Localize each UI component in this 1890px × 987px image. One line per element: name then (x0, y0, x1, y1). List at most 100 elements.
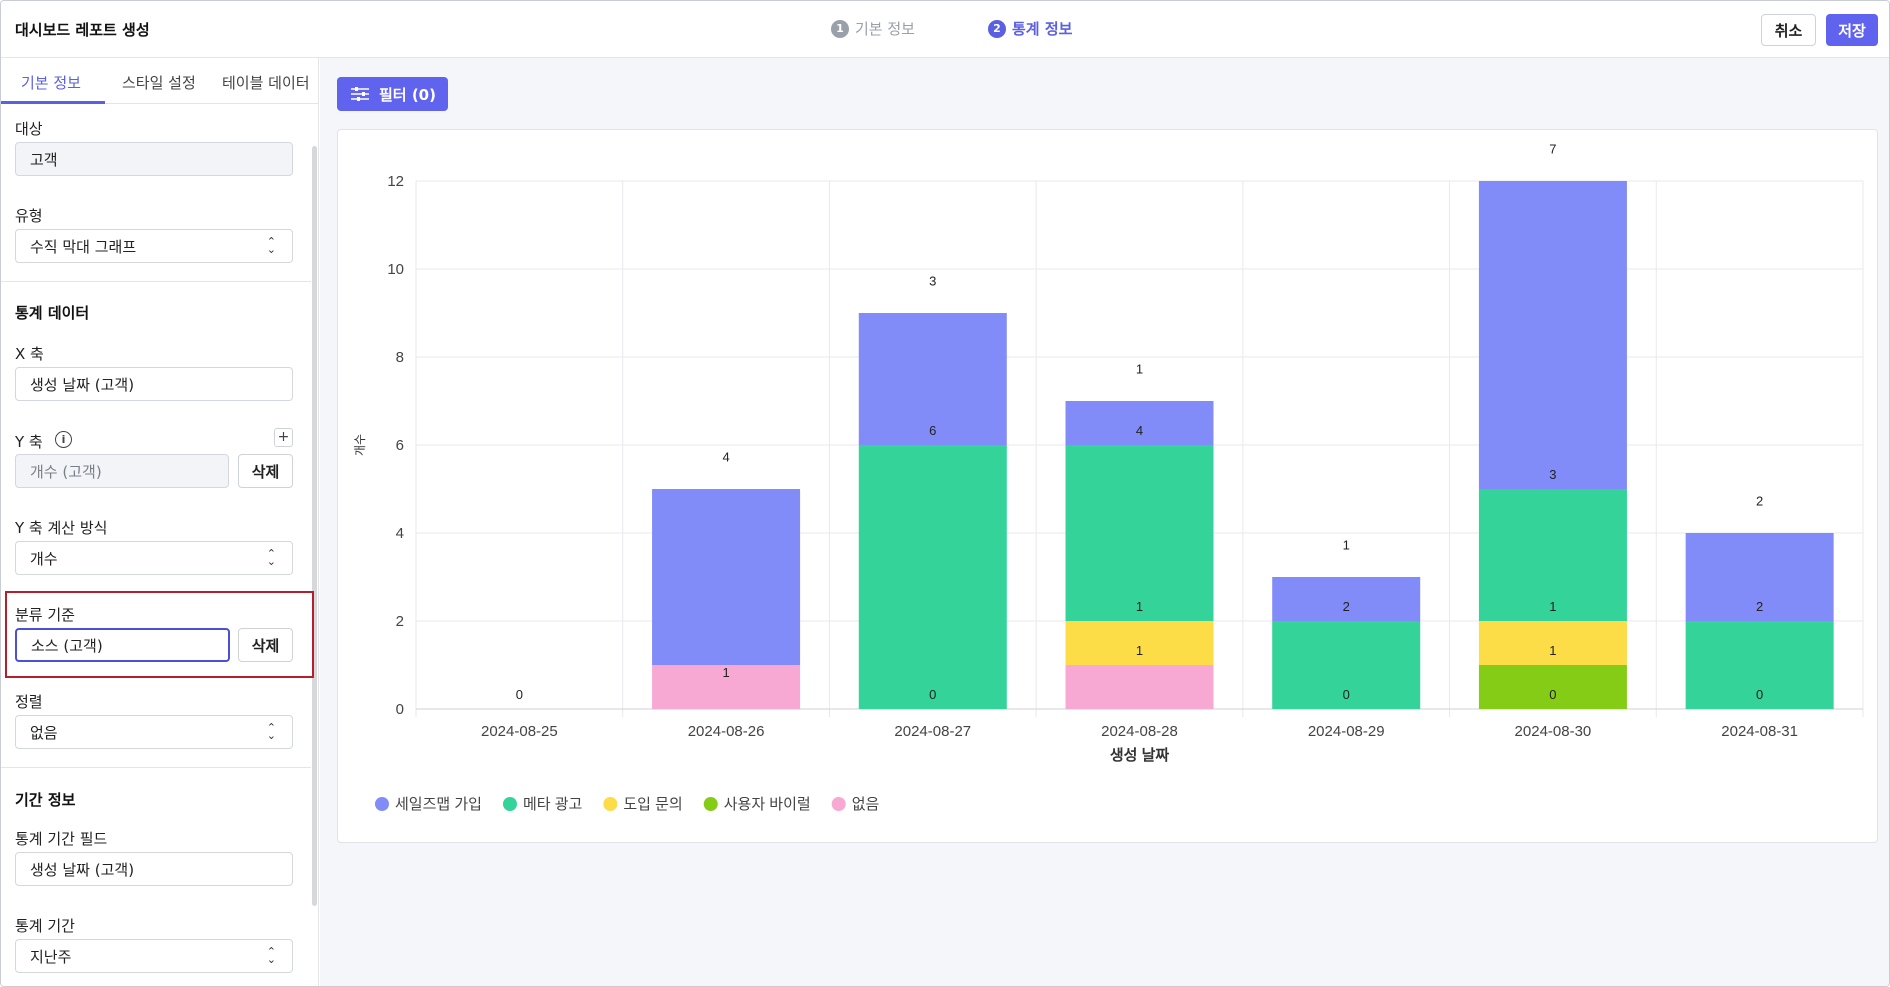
updown-chevron-icon: ⌃ ⌄ (266, 235, 276, 256)
bar-segment (1685, 621, 1834, 709)
bar-segment (1272, 577, 1421, 621)
legend-label: 도입 문의 (623, 796, 682, 813)
x-tick-label: 2024-08-30 (1515, 723, 1592, 740)
data-label: 2 (1756, 493, 1763, 508)
legend-label: 없음 (852, 796, 880, 813)
y-tick-label: 4 (396, 525, 404, 542)
sort-label: 정렬 (15, 693, 43, 711)
info-icon[interactable]: i (55, 431, 72, 448)
type-label: 유형 (15, 207, 43, 225)
type-value: 수직 막대 그래프 (30, 237, 137, 256)
y-tick-label: 12 (387, 173, 404, 190)
legend-swatch (502, 797, 517, 811)
y-axis-value: 개수 (고객) (30, 462, 102, 481)
group-by-value: 소스 (고객) (31, 636, 103, 655)
x-tick-label: 2024-08-29 (1308, 723, 1385, 740)
y-tick-label: 8 (396, 349, 404, 366)
legend-swatch (375, 797, 389, 811)
target-field: 고객 (15, 142, 293, 176)
updown-chevron-icon: ⌃ ⌄ (266, 721, 276, 742)
bar-segment (1065, 401, 1214, 445)
step-label-1: 기본 정보 (855, 20, 915, 38)
period-label: 통계 기간 (15, 917, 75, 935)
tab-basic-info[interactable]: 기본 정보 (21, 74, 81, 92)
header: 대시보드 레포트 생성 1 기본 정보 2 통계 정보 취소 저장 (1, 1, 1889, 58)
data-label: 3 (1549, 467, 1556, 482)
bar-segment (1065, 621, 1214, 665)
type-select[interactable]: 수직 막대 그래프 ⌃ ⌄ (15, 229, 293, 263)
period-select[interactable]: 지난주 ⌃ ⌄ (15, 939, 293, 973)
y-axis-field[interactable]: 개수 (고객) (15, 454, 229, 488)
x-tick-label: 2024-08-31 (1721, 723, 1798, 740)
chart-card: 0 2 4 6 8 10 12 2024-08-25 0 2024-08-26 1 4 2024-08-… (337, 129, 1878, 843)
period-value: 지난주 (30, 947, 72, 966)
cancel-button[interactable]: 취소 (1761, 14, 1816, 46)
bar-segment (652, 665, 801, 709)
y-calc-label: Y 축 계산 방식 (15, 519, 108, 537)
y-tick-label: 2 (396, 613, 404, 630)
data-label: 7 (1549, 141, 1556, 156)
bar-segment (858, 313, 1007, 445)
legend-label: 사용자 바이럴 (724, 796, 811, 813)
step-basic-info[interactable]: 1 기본 정보 (831, 18, 915, 39)
x-tick-label: 2024-08-26 (688, 723, 765, 740)
sort-select[interactable]: 없음 ⌃ ⌄ (15, 715, 293, 749)
bar-segment (1272, 621, 1421, 709)
x-tick-label: 2024-08-25 (481, 723, 558, 740)
period-field-input[interactable]: 생성 날짜 (고객) (15, 852, 293, 886)
y-calc-select[interactable]: 개수 ⌃ ⌄ (15, 541, 293, 575)
data-label: 1 (1549, 599, 1556, 614)
settings-sidebar: 기본 정보 스타일 설정 테이블 데이터 (1, 58, 319, 986)
data-label: 1 (1136, 643, 1143, 658)
data-label: 0 (929, 687, 936, 702)
x-axis-field[interactable]: 생성 날짜 (고객) (15, 367, 293, 401)
x-axis-title: 생성 날짜 (1110, 746, 1170, 764)
legend-swatch (831, 797, 846, 811)
tab-table-data[interactable]: 테이블 데이터 (222, 74, 310, 92)
data-label: 2 (1343, 599, 1350, 614)
data-label: 1 (1343, 537, 1350, 552)
legend-swatch (703, 797, 718, 811)
tab-style-settings[interactable]: 스타일 설정 (122, 74, 196, 92)
sidebar-scrollbar[interactable] (312, 146, 317, 906)
legend-label: 세일즈맵 가입 (395, 796, 482, 813)
group-by-label: 분류 기준 (15, 606, 75, 624)
y-calc-value: 개수 (30, 549, 58, 568)
period-section-title: 기간 정보 (15, 791, 76, 809)
bar-segment (1685, 533, 1834, 621)
add-y-axis-button[interactable]: + (274, 428, 293, 447)
divider (1, 767, 311, 768)
data-label: 4 (722, 449, 729, 464)
x-tick-label: 2024-08-28 (1101, 723, 1178, 740)
legend-swatch (603, 797, 618, 811)
updown-chevron-icon: ⌃ ⌄ (266, 547, 276, 568)
group-by-field[interactable]: 소스 (고객) (15, 628, 230, 662)
step-number-1: 1 (831, 19, 849, 38)
data-label: 3 (929, 273, 936, 288)
save-button[interactable]: 저장 (1826, 14, 1878, 46)
step-stats-info[interactable]: 2 통계 정보 (988, 18, 1072, 39)
filter-button[interactable]: 필터 (0) (337, 77, 448, 111)
bar-chart: 0246810122024-08-2502024-08-26142024-08-… (353, 141, 1864, 813)
target-value: 고객 (30, 150, 58, 169)
delete-y-axis-button[interactable]: 삭제 (238, 454, 293, 488)
x-tick-label: 2024-08-27 (894, 723, 971, 740)
bar-segment (652, 489, 801, 665)
bar-segment (1478, 665, 1627, 709)
group-by-highlight (5, 591, 314, 678)
bar-segment (1478, 181, 1627, 489)
bar-segment (1065, 665, 1214, 709)
legend-label: 메타 광고 (523, 796, 582, 813)
filter-label: 필터 (0) (379, 85, 436, 104)
step-number-2: 2 (988, 19, 1006, 38)
data-label: 4 (1136, 423, 1143, 438)
data-label: 1 (722, 665, 729, 680)
delete-group-by-button[interactable]: 삭제 (238, 628, 293, 662)
bar-segment (1065, 445, 1214, 621)
data-label: 2 (1756, 599, 1763, 614)
bar-segment (1478, 621, 1627, 665)
y-axis-title: 개수 (353, 434, 367, 456)
data-label: 1 (1549, 643, 1556, 658)
data-label: 0 (1343, 687, 1350, 702)
